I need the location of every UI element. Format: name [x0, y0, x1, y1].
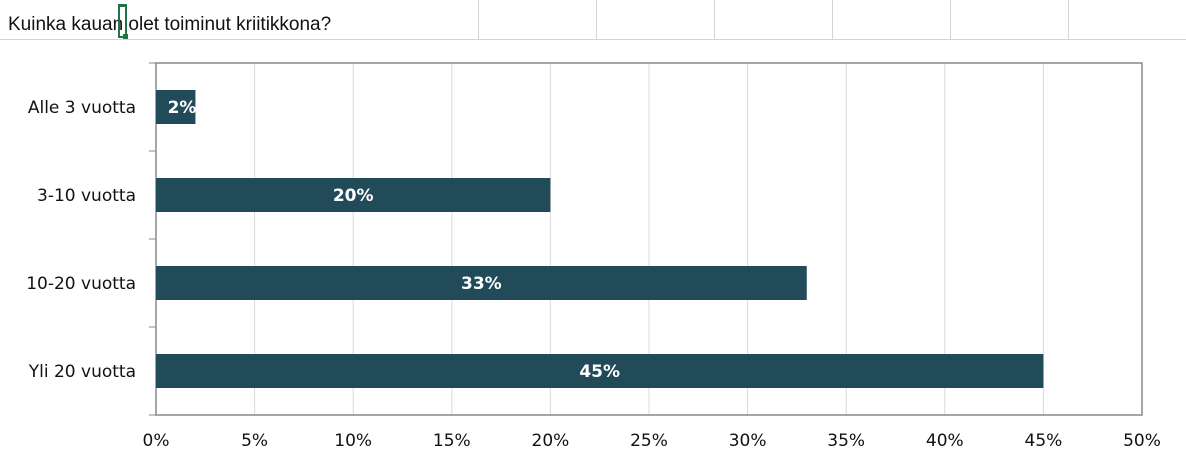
x-tick-label: 45% [1025, 431, 1063, 451]
x-tick-label: 15% [433, 431, 471, 451]
x-tick-label: 5% [241, 431, 268, 451]
bar [156, 90, 196, 124]
x-tick-label: 30% [729, 431, 767, 451]
data-label: 2% [168, 98, 197, 118]
x-tick-label: 20% [532, 431, 570, 451]
x-tick-label: 35% [827, 431, 865, 451]
bar [156, 266, 807, 300]
x-tick-label: 50% [1123, 431, 1161, 451]
category-label: 3-10 vuotta [37, 186, 136, 206]
x-tick-label: 25% [630, 431, 668, 451]
category-label: 10-20 vuotta [26, 274, 136, 294]
category-label: Yli 20 vuotta [28, 362, 136, 382]
data-label: 33% [461, 274, 502, 294]
title-cell[interactable]: Kuinka kauan olet toiminut kriitikkona? [8, 14, 332, 35]
row-gridline [0, 39, 1186, 40]
cell-gridline [1068, 0, 1069, 40]
cell-gridline [596, 0, 597, 40]
category-label: Alle 3 vuotta [28, 98, 136, 118]
cell-gridline [832, 0, 833, 40]
bar [156, 354, 1044, 388]
data-label: 20% [333, 186, 374, 206]
cell-gridline [714, 0, 715, 40]
data-label: 45% [579, 362, 620, 382]
cell-gridline [950, 0, 951, 40]
spreadsheet-row: Kuinka kauan olet toiminut kriitikkona? [0, 0, 1186, 40]
cell-selection-cursor[interactable] [118, 4, 128, 39]
x-tick-label: 0% [143, 431, 170, 451]
x-tick-label: 10% [334, 431, 372, 451]
x-tick-label: 40% [926, 431, 964, 451]
cell-gridline [478, 0, 479, 40]
bar [156, 178, 551, 212]
